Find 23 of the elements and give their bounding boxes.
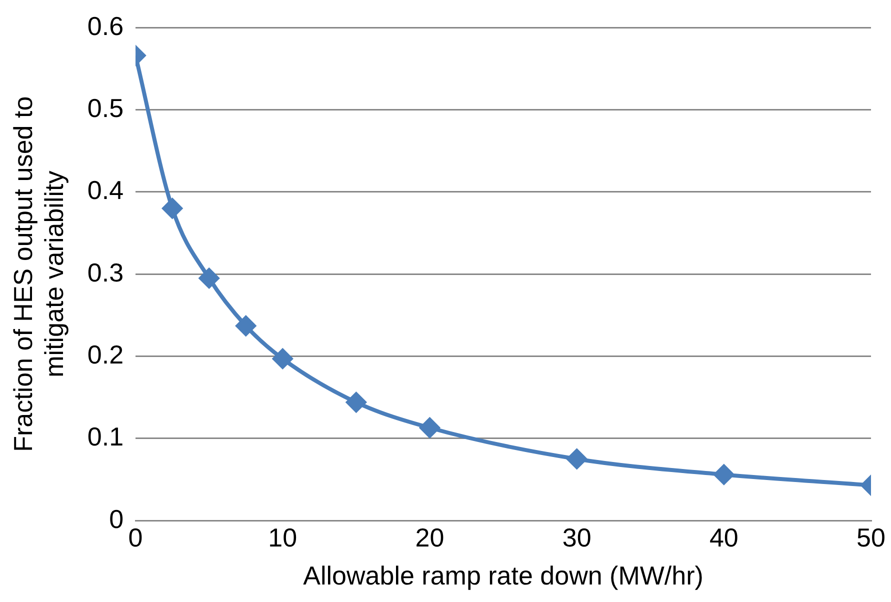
point: [162, 198, 182, 218]
x-axis-title: Allowable ramp rate down (MW/hr): [303, 560, 704, 591]
x-tick-label: 50: [856, 522, 886, 552]
x-tick-label: 20: [415, 522, 444, 552]
y-tick-label: 0.5: [87, 92, 124, 123]
point: [420, 418, 440, 438]
y-tick-label: 0.6: [87, 10, 124, 41]
y-tick-label: 0.2: [87, 339, 124, 370]
y-tick-label: 0.1: [87, 422, 124, 452]
point: [346, 392, 366, 412]
point: [199, 268, 220, 288]
y-axis-title: Fraction of HES output used to mitigate variability: [8, 96, 69, 452]
point: [714, 464, 734, 485]
y-tick-label: 0.3: [87, 257, 124, 288]
y-tick-label: 0: [109, 504, 124, 534]
point: [566, 448, 587, 469]
point: [236, 316, 256, 336]
x-tick-label: 0: [128, 522, 143, 552]
y-tick-label: 0.4: [87, 175, 124, 206]
x-tick-label: 30: [562, 522, 592, 552]
x-tick-label: 40: [709, 522, 738, 552]
point: [272, 348, 293, 369]
x-tick-label: 10: [268, 522, 298, 552]
